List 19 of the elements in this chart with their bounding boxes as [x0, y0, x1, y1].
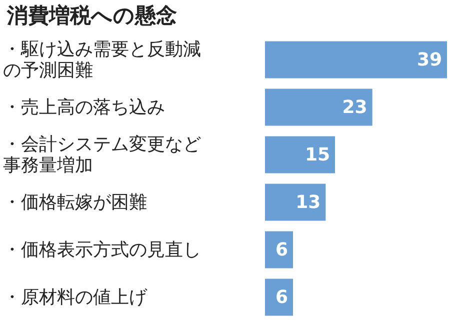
bar — [265, 88, 372, 126]
data-label: 15 — [304, 144, 330, 166]
bar — [265, 184, 326, 221]
bar — [265, 278, 293, 316]
y-tick-label: ・価格表示方式の見直し — [3, 239, 201, 260]
y-tick-label: ・原材料の値上げ — [3, 286, 148, 308]
data-label: 13 — [296, 192, 321, 213]
data-label: 6 — [275, 286, 288, 308]
y-tick-label: ・会計システム変更など事務量増加 — [3, 134, 201, 176]
y-tick-label: ・駆け込み需要と反動減の予測困難 — [3, 38, 201, 81]
bar — [265, 136, 335, 174]
data-label: 23 — [342, 96, 368, 118]
bar — [265, 231, 293, 268]
data-label: 6 — [275, 239, 288, 260]
bar — [265, 41, 447, 78]
y-tick-label: ・売上高の落ち込み — [3, 96, 165, 118]
y-tick-label: ・価格転嫁が困難 — [3, 192, 147, 213]
text: 消費増税への懸念 — [6, 4, 177, 28]
data-label: 39 — [416, 49, 442, 70]
